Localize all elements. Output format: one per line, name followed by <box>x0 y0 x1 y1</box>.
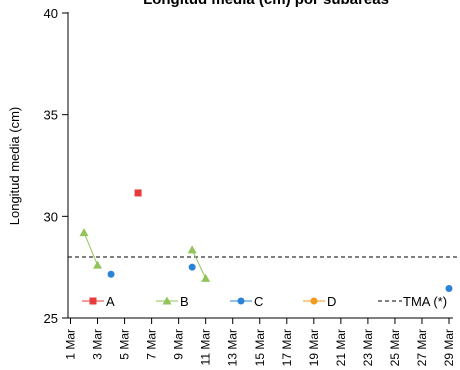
legend-a-marker <box>89 297 97 305</box>
x-tick-label: 1 Mar <box>64 329 78 360</box>
y-tick-label: 35 <box>44 108 58 123</box>
legend-b-marker <box>162 296 172 305</box>
legend-d-label: D <box>327 294 336 309</box>
chart-title: Longitud media (cm) por subáreas <box>143 0 389 8</box>
legend-c-label: C <box>254 294 263 309</box>
series-a-point <box>134 189 142 197</box>
series-c-point <box>188 263 196 271</box>
series-b-segment <box>191 249 207 279</box>
series-b-point <box>79 228 89 237</box>
x-tick-label: 3 Mar <box>91 329 105 360</box>
x-tick-label: 11 Mar <box>199 329 213 365</box>
x-tick-label: 5 Mar <box>118 329 132 360</box>
x-tick-label: 15 Mar <box>253 329 267 366</box>
x-tick-label: 23 Mar <box>361 329 375 366</box>
series-b-point <box>201 273 211 282</box>
y-tick-label: 25 <box>44 311 58 326</box>
legend-b-label: B <box>180 294 189 309</box>
series-c-point <box>107 270 115 278</box>
series-b-segment <box>83 232 98 266</box>
legend-a-label: A <box>106 294 115 309</box>
x-tick-label: 21 Mar <box>334 329 348 366</box>
y-tick-label: 30 <box>44 209 58 224</box>
legend-c-marker <box>237 297 245 305</box>
y-tick-label: 40 <box>44 6 58 21</box>
x-tick-label: 13 Mar <box>226 329 240 366</box>
x-tick-label: 17 Mar <box>280 329 294 366</box>
x-tick-label: 29 Mar <box>442 329 456 366</box>
x-tick-label: 25 Mar <box>388 329 402 366</box>
legend-d-marker <box>310 297 318 305</box>
series-b-point <box>187 245 197 254</box>
x-tick-label: 9 Mar <box>172 329 186 360</box>
series-b-point <box>93 260 103 269</box>
x-tick-label: 27 Mar <box>415 329 429 366</box>
x-tick-label: 7 Mar <box>145 329 159 360</box>
series-c-point <box>445 285 453 293</box>
y-axis-label: Longitud media (cm) <box>7 107 22 226</box>
x-tick-label: 19 Mar <box>307 329 321 366</box>
legend-tma-label: TMA (*) <box>403 294 447 309</box>
